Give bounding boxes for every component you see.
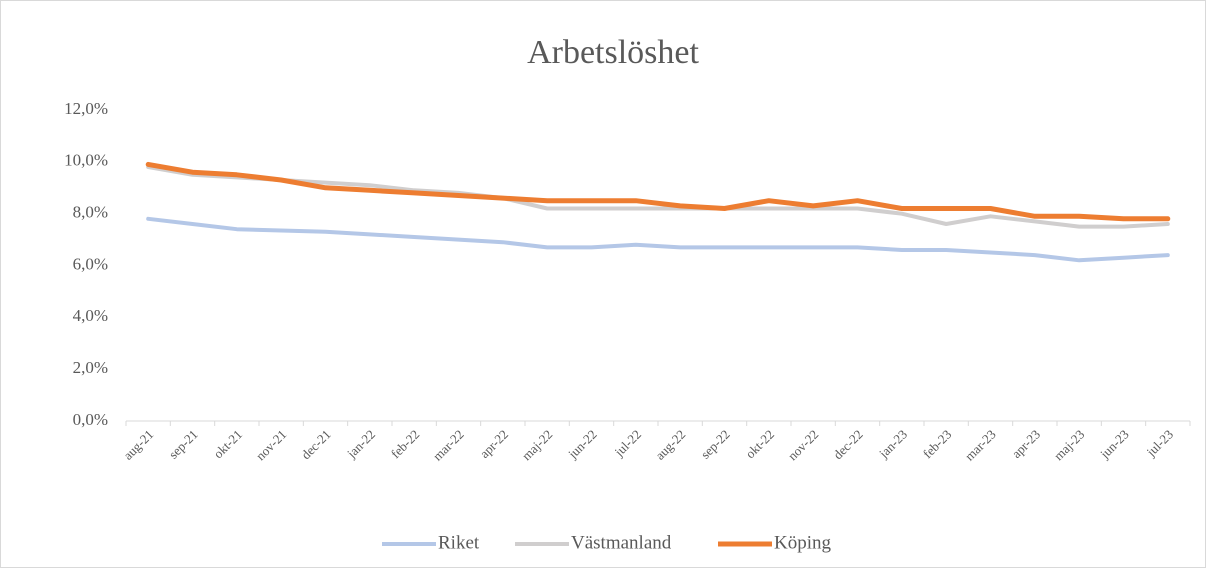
chart-title: Arbetslöshet bbox=[527, 34, 699, 71]
y-tick-label: 10,0% bbox=[64, 151, 108, 170]
y-tick-label: 8,0% bbox=[73, 203, 108, 222]
series-line bbox=[145, 161, 1171, 222]
y-tick-label: 0,0% bbox=[73, 410, 108, 429]
y-tick-label: 12,0% bbox=[64, 99, 108, 118]
series-line bbox=[146, 216, 1170, 263]
y-tick-label: 6,0% bbox=[73, 254, 108, 273]
legend-label: Köping bbox=[774, 532, 832, 553]
y-tick-label: 2,0% bbox=[73, 358, 108, 377]
y-tick-label: 4,0% bbox=[73, 306, 108, 325]
series-line bbox=[146, 165, 1170, 229]
legend-label: Västmanland bbox=[571, 532, 672, 553]
legend-label: Riket bbox=[438, 532, 480, 553]
